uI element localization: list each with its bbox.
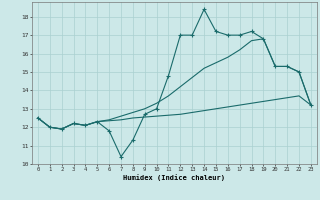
X-axis label: Humidex (Indice chaleur): Humidex (Indice chaleur) <box>124 174 225 181</box>
